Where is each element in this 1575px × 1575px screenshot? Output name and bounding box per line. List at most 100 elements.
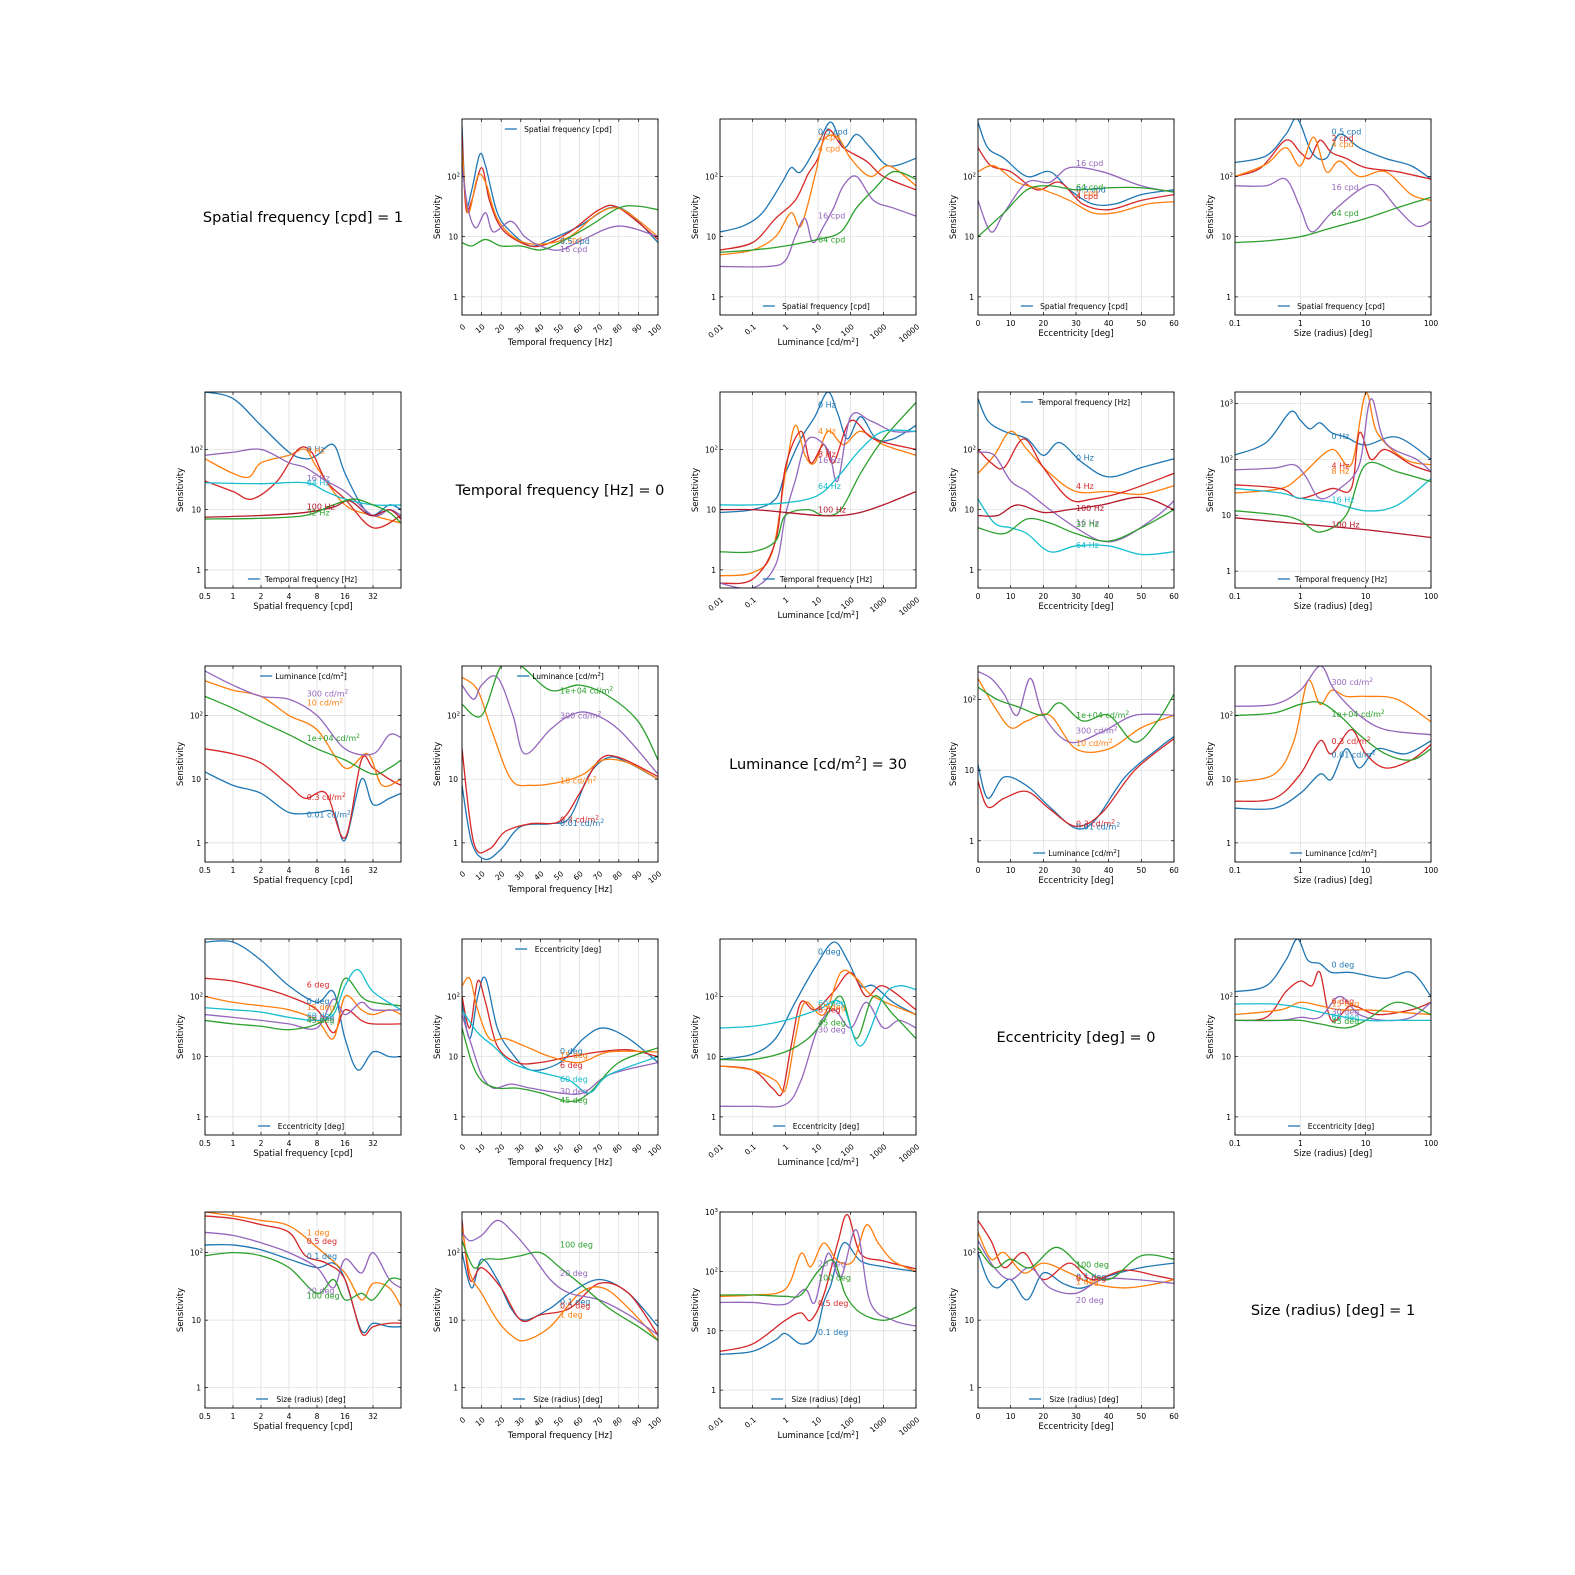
x-tick-label: 90 xyxy=(630,1415,643,1428)
x-tick-label: 1 xyxy=(231,1139,236,1148)
x-tick-label: 0.1 xyxy=(743,595,758,610)
x-tick-label: 8 xyxy=(315,1139,320,1148)
x-tick-label: 60 xyxy=(1169,866,1179,875)
y-tick-label: 1 xyxy=(711,293,716,302)
x-axis-label: Spatial frequency [cpd] xyxy=(253,1149,352,1159)
x-tick-label: 30 xyxy=(513,1142,526,1155)
series-label: 0.3 cd/m2 xyxy=(1332,736,1371,746)
x-axis-label: Temporal frequency [Hz] xyxy=(507,338,612,348)
series-line-4 xyxy=(462,205,658,251)
x-tick-label: 100 xyxy=(1424,1139,1439,1148)
x-tick-label: 10 xyxy=(1361,592,1371,601)
diagonal-title-sf: Spatial frequency [cpd] = 1 xyxy=(203,210,403,226)
y-tick-label: 1 xyxy=(196,1384,201,1393)
x-tick-label: 40 xyxy=(1104,319,1114,328)
series-line-4 xyxy=(720,402,916,554)
legend: Eccentricity [deg] xyxy=(258,1122,344,1131)
legend-label: Size (radius) [deg] xyxy=(533,1395,602,1404)
x-axis-label: Temporal frequency [Hz] xyxy=(507,885,612,895)
series-label: 20 deg xyxy=(307,1286,335,1295)
y-tick-label: 1 xyxy=(711,566,716,575)
x-tick-label: 16 xyxy=(340,592,350,601)
x-tick-label: 40 xyxy=(532,869,545,882)
x-tick-label: 0 xyxy=(976,592,981,601)
x-tick-label: 60 xyxy=(572,1142,585,1155)
x-tick-label: 0.1 xyxy=(743,1142,758,1157)
x-tick-label: 1000 xyxy=(868,595,889,614)
x-tick-label: 100 xyxy=(839,595,856,611)
y-tick-label: 10 xyxy=(706,1327,716,1336)
x-tick-label: 32 xyxy=(368,1412,378,1421)
y-tick-label: 1 xyxy=(453,293,458,302)
x-tick-label: 20 xyxy=(493,322,506,335)
x-tick-label: 10 xyxy=(810,322,823,335)
y-tick-label: 1 xyxy=(969,837,974,846)
series-line-5 xyxy=(205,968,401,1022)
series-line-4 xyxy=(978,498,1174,556)
series-line-2 xyxy=(205,994,401,1040)
y-tick-label: 1 xyxy=(1226,1113,1231,1122)
legend: Size (radius) [deg] xyxy=(1029,1395,1119,1404)
y-tick-label: 1 xyxy=(453,839,458,848)
x-tick-label: 8 xyxy=(315,592,320,601)
x-tick-label: 2 xyxy=(259,1412,264,1421)
x-tick-label: 0 xyxy=(976,1412,981,1421)
series-line-4 xyxy=(205,481,401,506)
x-tick-label: 10 xyxy=(1006,1412,1016,1421)
legend: Size (radius) [deg] xyxy=(771,1395,861,1404)
x-tick-label: 70 xyxy=(591,322,604,335)
y-tick-label: 10 xyxy=(1221,1053,1231,1062)
series-label: 10 cd/m2 xyxy=(560,776,597,786)
series-label: 0.1 deg xyxy=(560,1298,590,1307)
y-tick-label: 10 xyxy=(191,1053,201,1062)
y-axis-label: Sensitivity xyxy=(691,195,701,239)
series-label: 300 cd/m2 xyxy=(1076,726,1118,736)
x-tick-label: 100 xyxy=(1424,592,1439,601)
x-tick-label: 0.5 xyxy=(199,866,211,875)
y-tick-label: 102 xyxy=(447,172,460,181)
y-tick-label: 10 xyxy=(964,506,974,515)
series-line-0 xyxy=(205,771,401,842)
series-label: 4 cpd xyxy=(1332,140,1354,149)
legend-label: Luminance [cd/m2] xyxy=(275,672,347,681)
y-axis-label: Sensitivity xyxy=(691,468,701,512)
x-tick-label: 40 xyxy=(1104,1412,1114,1421)
series-line-2 xyxy=(462,676,658,787)
x-tick-label: 20 xyxy=(493,1142,506,1155)
series-label: 4 Hz xyxy=(1332,462,1350,471)
x-tick-label: 0 xyxy=(458,1415,468,1425)
x-tick-label: 16 xyxy=(340,1139,350,1148)
series-label: 8 Hz xyxy=(818,450,836,459)
series-line-1 xyxy=(978,147,1174,211)
series-label: 6 deg xyxy=(818,1006,841,1015)
x-axis-label: Luminance [cd/m2] xyxy=(778,337,859,348)
series-line-2 xyxy=(978,438,1174,503)
panel-r2-c1: 1e+04 cd/m2 300 cd/m2 10 cd/m2 0.3 cd/m20.0… xyxy=(433,665,663,895)
x-axis-label: Spatial frequency [cpd] xyxy=(253,602,352,612)
series-line-5 xyxy=(205,500,401,520)
series-line-1 xyxy=(720,971,916,1097)
series-label: 20 deg xyxy=(1076,1296,1104,1305)
x-tick-label: 100 xyxy=(646,1142,663,1158)
series-line-1 xyxy=(205,448,401,524)
series-line-2 xyxy=(462,147,658,245)
x-axis-label: Size (radius) [deg] xyxy=(1294,602,1372,612)
series-line-3 xyxy=(720,1229,916,1327)
axes-frame xyxy=(204,938,402,1136)
legend-label: Size (radius) [deg] xyxy=(791,1395,860,1404)
x-tick-label: 1000 xyxy=(868,1415,889,1434)
y-tick-label: 10 xyxy=(706,1053,716,1062)
panel-r2-c3: 1e+04 cd/m2 300 cd/m2 10 cd/m2 0.3 cd/m20.0… xyxy=(949,665,1179,886)
series-label: 16 Hz xyxy=(1076,518,1099,527)
x-tick-label: 80 xyxy=(611,1415,624,1428)
x-tick-label: 1000 xyxy=(868,1142,889,1161)
legend: Spatial frequency [cpd] xyxy=(1277,302,1385,311)
legend: Eccentricity [deg] xyxy=(515,945,601,954)
legend-label: Spatial frequency [cpd] xyxy=(782,302,870,311)
x-tick-label: 1 xyxy=(781,322,791,332)
series-line-3 xyxy=(720,1001,916,1108)
series-line-0 xyxy=(205,940,401,1071)
series-line-2 xyxy=(978,164,1174,215)
